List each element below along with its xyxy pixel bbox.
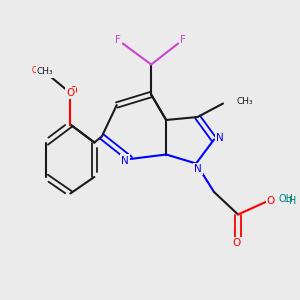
Text: OCH₃: OCH₃ (32, 66, 52, 75)
Text: –H: –H (284, 196, 297, 206)
Text: OH: OH (278, 194, 293, 205)
Text: F: F (180, 35, 186, 45)
Text: F: F (115, 35, 121, 45)
Text: O: O (66, 88, 74, 98)
Text: O: O (70, 86, 77, 97)
Text: O: O (267, 196, 275, 206)
Text: O: O (232, 238, 241, 248)
Text: N: N (121, 155, 129, 166)
Text: N: N (216, 133, 224, 143)
Text: CH₃: CH₃ (37, 68, 53, 76)
Text: N: N (194, 164, 202, 174)
Text: CH₃: CH₃ (236, 98, 253, 106)
